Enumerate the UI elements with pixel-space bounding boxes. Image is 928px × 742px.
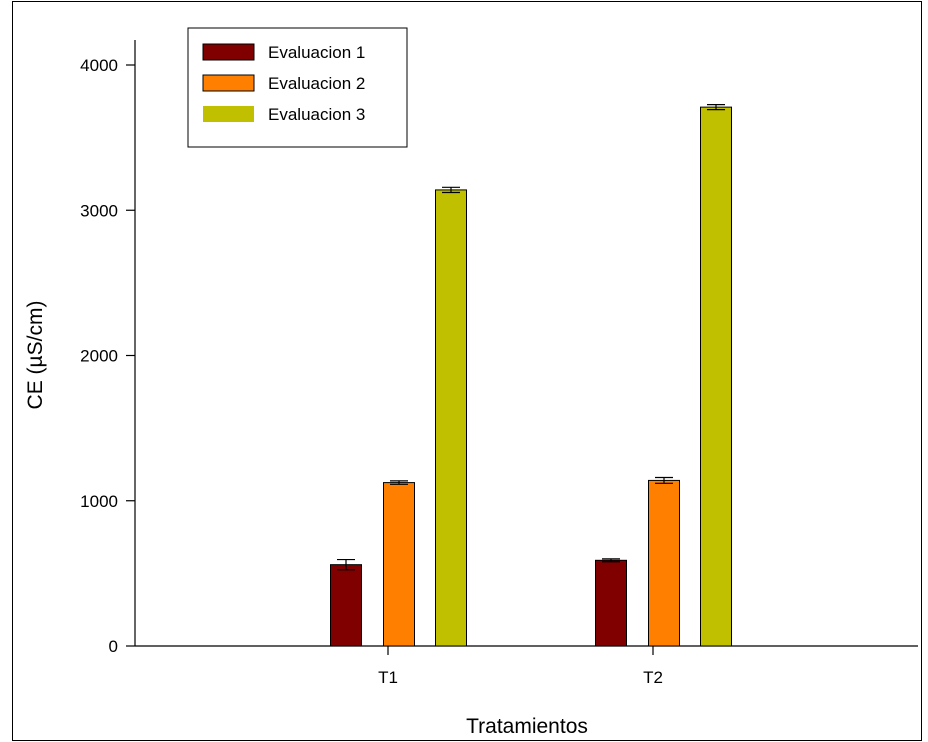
axes (134, 40, 918, 647)
legend-label: Evaluacion 2 (268, 74, 365, 93)
y-tick-label: 1000 (80, 492, 118, 511)
y-tick-label: 3000 (80, 201, 118, 220)
y-axis-label: CE (µS/cm) (24, 301, 47, 410)
y-tick-label: 2000 (80, 347, 118, 366)
legend-label: Evaluacion 1 (268, 43, 365, 62)
legend-swatch (203, 106, 254, 122)
y-tick-label: 0 (109, 637, 118, 656)
x-ticks: T1 T2 (378, 646, 663, 687)
x-tick-label: T1 (378, 668, 398, 687)
legend-swatch (202, 74, 255, 92)
y-tick-label: 4000 (80, 56, 118, 75)
x-tick-label: T2 (643, 668, 663, 687)
legend-label: Evaluacion 3 (268, 105, 365, 124)
bar (383, 482, 415, 647)
bar (435, 189, 467, 647)
y-ticks: 0 1000 2000 3000 4000 (80, 56, 135, 656)
bar (595, 559, 627, 647)
bar (648, 479, 680, 647)
bar (700, 106, 732, 647)
bars (330, 104, 732, 647)
legend-swatch (202, 43, 255, 61)
legend: Evaluacion 1 Evaluacion 2 Evaluacion 3 (187, 27, 408, 148)
x-axis-label: Tratamientos (466, 715, 588, 738)
bar (330, 564, 362, 647)
